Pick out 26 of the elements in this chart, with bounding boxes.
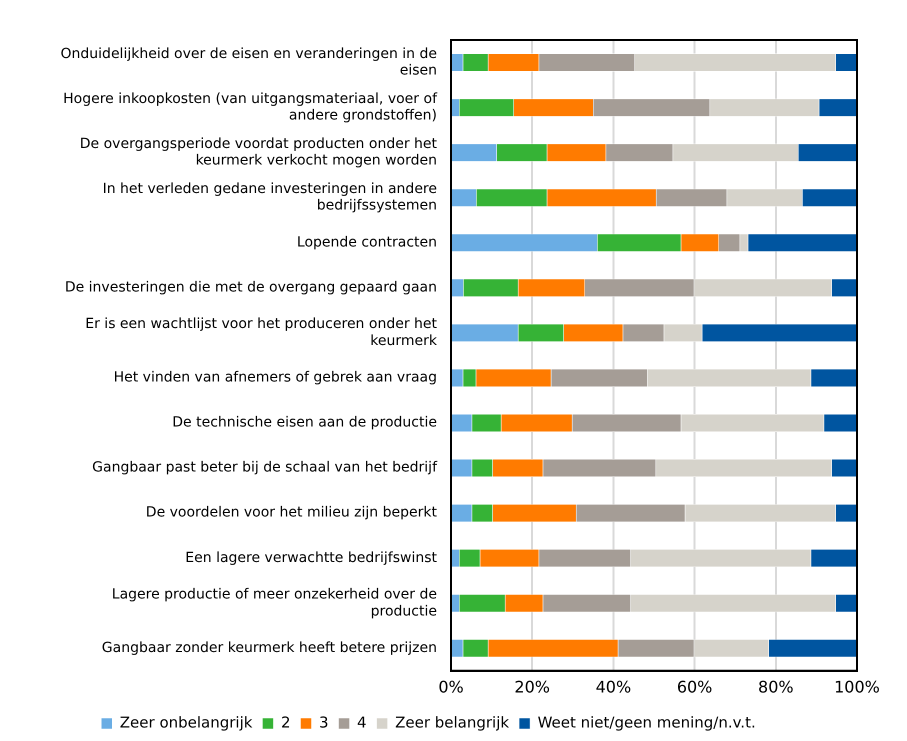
- legend-label: Weet niet/geen mening/n.v.t.: [538, 713, 756, 732]
- y-tick-label: Lopende contracten: [296, 234, 437, 250]
- x-tick-label: 0%: [438, 678, 464, 697]
- y-tick-label: Lagere productie of meer onzekerheid over de productie: [112, 586, 437, 620]
- y-tick-label: Gangbaar past beter bij de schaal van het bedrijf: [92, 460, 438, 476]
- x-tick-label: 60%: [676, 678, 712, 697]
- y-tick-label: Onduidelijkheid over de eisen en veranderingen in de eisen: [60, 46, 437, 79]
- legend-label: 4: [357, 713, 367, 732]
- y-tick-label: Hogere inkoopkosten (van uitgangsmateriaal, voer of andere grondstoffen): [63, 90, 438, 124]
- legend-label: Zeer belangrijk: [395, 713, 510, 732]
- legend-label: Zeer onbelangrijk: [120, 713, 253, 732]
- x-tick-label: 40%: [596, 678, 632, 697]
- x-tick-label: 100%: [834, 678, 880, 697]
- x-tick-label: 80%: [758, 678, 794, 697]
- x-tick-label: 20%: [514, 678, 550, 697]
- y-tick-label: In het verleden gedane investeringen in andere bedrijfssystemen: [102, 180, 437, 214]
- y-tick-label: De investeringen die met de overgang gepaard gaan: [64, 279, 437, 296]
- y-tick-label: Een lagere verwachtte bedrijfswinst: [185, 550, 438, 566]
- y-tick-label: De voordelen voor het milieu zijn beperkt: [146, 504, 438, 521]
- y-tick-label: Er is een wachtlijst voor het produceren onder het keurmerk: [85, 316, 438, 349]
- y-tick-label: De overgangsperiode voordat producten onder het keurmerk verkocht mogen worden: [80, 136, 438, 169]
- y-tick-label: Het vinden van afnemers of gebrek aan vraag: [114, 370, 437, 386]
- y-tick-label: Gangbaar zonder keurmerk heeft betere prijzen: [102, 640, 437, 656]
- y-tick-label: De technische eisen aan de productie: [172, 414, 437, 431]
- legend-label: 2: [280, 713, 290, 732]
- legend-label: 3: [318, 713, 329, 732]
